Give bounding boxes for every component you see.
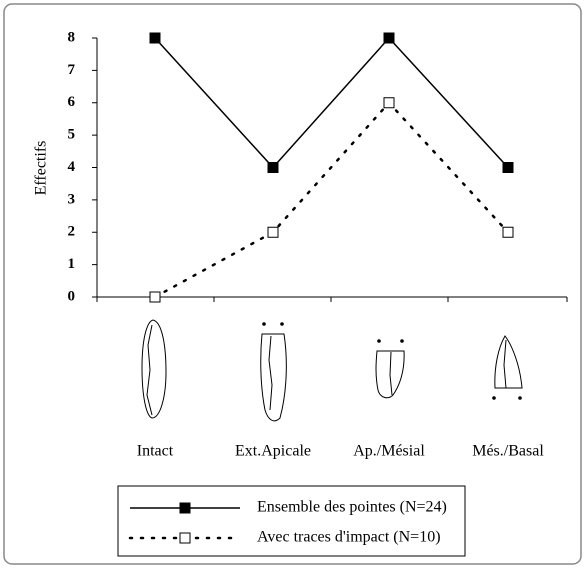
legend-label: Avec traces d'impact (N=10) (257, 529, 441, 546)
marker (267, 226, 279, 238)
y-tick-label: 8 (68, 29, 76, 45)
y-tick-label: 0 (68, 288, 76, 304)
marker (179, 502, 191, 514)
marker (383, 97, 395, 109)
tool-illustrations (141, 319, 523, 422)
x-tick-label: Ap./Mésial (353, 443, 425, 460)
y-tick-label: 3 (68, 191, 76, 207)
frame (3, 3, 582, 565)
marker (267, 162, 279, 173)
marker (179, 532, 191, 544)
y-tick-label: 6 (68, 94, 76, 110)
x-tick-label: Més./Basal (472, 443, 544, 460)
marker (383, 32, 395, 44)
series-line (154, 36, 509, 169)
marker (149, 32, 161, 44)
x-tick-label: Intact (137, 443, 174, 460)
y-axis-label: Effectifs (33, 141, 50, 196)
legend-label: Ensemble des pointes (N=24) (257, 499, 447, 516)
legend-box (117, 485, 466, 557)
y-tick-label: 2 (68, 224, 76, 240)
marker (502, 226, 514, 238)
y-tick-label: 7 (68, 62, 76, 78)
y-tick-label: 1 (68, 256, 76, 272)
marker (502, 162, 514, 173)
x-tick-label: Ext.Apicale (235, 443, 311, 460)
y-tick-label: 5 (68, 127, 76, 143)
series-line (153, 100, 510, 299)
y-tick-label: 4 (68, 159, 76, 175)
marker (149, 291, 161, 303)
